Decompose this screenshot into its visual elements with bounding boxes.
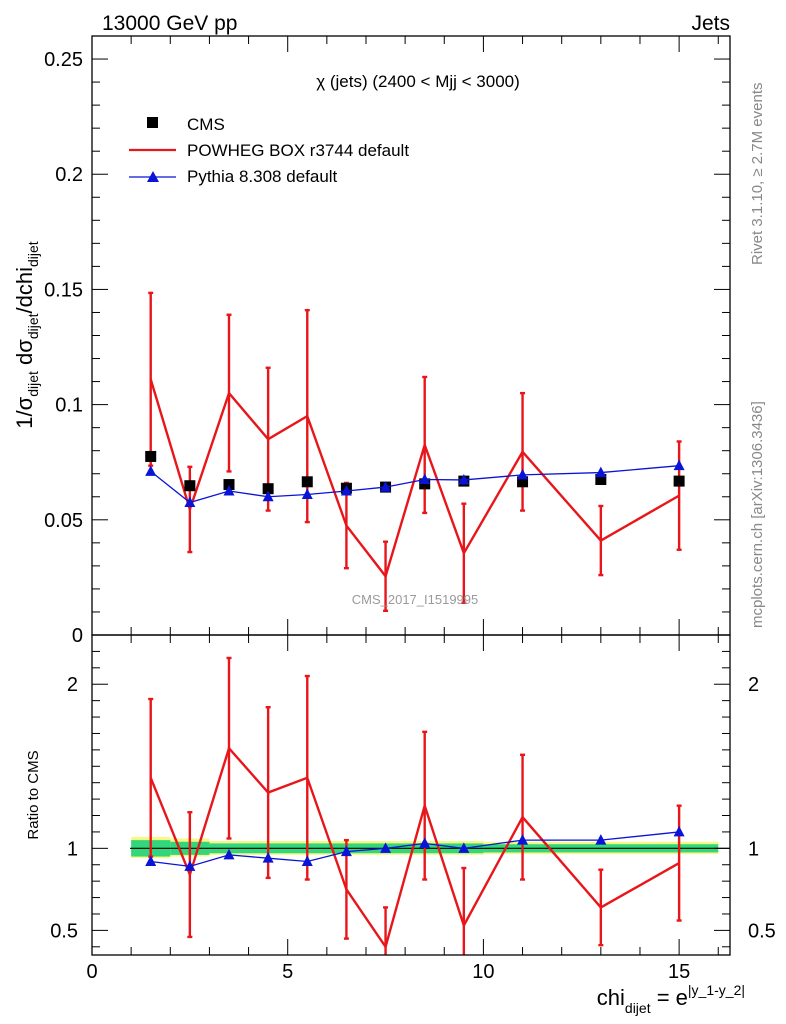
x-tick-label: 10 xyxy=(472,961,494,983)
ratio-pythia-point xyxy=(517,834,529,845)
cms-data-point xyxy=(301,476,313,488)
x-tick-label: 5 xyxy=(282,961,293,983)
pythia-point xyxy=(380,481,392,492)
x-tick-label: 0 xyxy=(86,961,97,983)
pythia-point xyxy=(458,473,470,485)
ratio-y-axis-label: Ratio to CMS xyxy=(25,750,42,839)
cms-data-point xyxy=(184,480,196,492)
pythia-line xyxy=(150,465,680,504)
ratio-pythia-point xyxy=(262,852,274,863)
ratio-y-tick-labels: 0.5 0.5 1 1 2 2 xyxy=(50,674,776,942)
main-y-tick-label: 0.15 xyxy=(44,279,83,301)
pythia-point xyxy=(262,490,274,502)
ratio-data-layer xyxy=(145,656,685,955)
x-tick-labels: 0 5 10 15 xyxy=(86,961,690,983)
ratio-uncertainty-band xyxy=(130,836,730,859)
ratio-y-tick-label: 1 xyxy=(67,838,78,860)
ratio-pythia-point xyxy=(184,860,196,871)
pythia-point xyxy=(184,496,196,508)
main-y-tick-label: 0 xyxy=(72,625,83,647)
ratio-pythia-point xyxy=(419,837,431,848)
main-y-tick-label: 0.2 xyxy=(55,164,83,186)
legend-label-powheg: POWHEG BOX r3744 default xyxy=(187,141,409,160)
ratio-pythia-point xyxy=(301,855,313,866)
ratio-pythia-point xyxy=(458,842,470,853)
x-axis-label: chidijet = e|y_1-y_2| xyxy=(597,982,745,1016)
pythia-point xyxy=(595,466,607,478)
ratio-pythia-point xyxy=(145,855,157,866)
header-left: 13000 GeV pp xyxy=(102,12,237,35)
cms-data-point xyxy=(223,479,235,491)
ratio-pythia-point xyxy=(340,845,352,857)
cms-data-point xyxy=(262,483,274,495)
cms-data-point xyxy=(595,473,607,485)
ratio-frame xyxy=(91,634,731,956)
ratio-pythia-line xyxy=(150,831,680,868)
header-right: Jets xyxy=(691,12,730,35)
pythia-point xyxy=(517,468,529,480)
ratio-pythia-point xyxy=(673,825,685,837)
pythia-point xyxy=(419,473,431,484)
pythia-point xyxy=(340,485,352,496)
ratio-panel: 0.5 0.5 1 1 2 2 0 5 10 15 Ratio to CMS chidijet … xyxy=(25,634,776,1016)
main-data-layer xyxy=(145,291,685,613)
legend: CMS POWHEG BOX r3744 default Pythia 8.30… xyxy=(129,115,409,186)
ratio-pythia-point xyxy=(223,848,235,860)
ratio-axis-ticks xyxy=(91,635,730,955)
mcplots-label: mcplots.cern.ch [arXiv:1306.3436] xyxy=(749,401,766,628)
legend-label-pythia: Pythia 8.308 default xyxy=(187,167,338,186)
ratio-y-tick-label-right: 2 xyxy=(748,674,759,696)
main-y-tick-label: 0.25 xyxy=(44,49,83,71)
cms-data-point xyxy=(517,476,529,488)
ratio-powheg-line xyxy=(149,745,680,950)
powheg-line xyxy=(149,378,680,579)
svg-text:chidijet = e|y_1-y_2|: chidijet = e|y_1-y_2| xyxy=(597,982,745,1016)
main-y-tick-labels: 0 0.05 0.1 0.15 0.2 0.25 xyxy=(44,49,83,647)
ratio-pythia-point xyxy=(380,842,392,853)
ratio-y-tick-label-right: 0.5 xyxy=(748,920,776,942)
rivet-label: Rivet 3.1.10, ≥ 2.7M events xyxy=(749,83,766,266)
ratio-clipped-group xyxy=(145,656,685,955)
plot-title: χ (jets) (2400 < Mjj < 3000) xyxy=(316,72,520,91)
pythia-point xyxy=(301,488,313,499)
cms-data-point xyxy=(145,450,157,462)
main-y-axis-label: 1/σdijet dσdijet/dchidijet xyxy=(12,241,41,429)
pythia-point xyxy=(223,485,235,496)
main-y-tick-label: 0.1 xyxy=(55,395,83,417)
ratio-y-tick-label-right: 1 xyxy=(748,838,759,860)
legend-marker-pythia xyxy=(147,171,159,182)
analysis-watermark: CMS_2017_I1519995 xyxy=(352,592,479,607)
pythia-point xyxy=(673,459,685,471)
x-tick-label: 15 xyxy=(668,961,690,983)
ratio-pythia-point xyxy=(595,834,607,845)
main-axis-ticks xyxy=(91,36,730,636)
main-y-tick-label: 0.05 xyxy=(44,510,83,532)
ratio-y-tick-label: 2 xyxy=(67,674,78,696)
svg-text:1/σdijet dσdijet/dchidijet: 1/σdijet dσdijet/dchidijet xyxy=(12,241,41,429)
pythia-point xyxy=(145,465,157,476)
ratio-y-tick-label: 0.5 xyxy=(50,920,78,942)
cms-data-point xyxy=(673,475,685,487)
legend-label-cms: CMS xyxy=(187,115,225,134)
legend-marker-cms xyxy=(147,117,158,128)
main-panel: 0 0.05 0.1 0.15 0.2 0.25 χ (jets) (2400 < Mjj… xyxy=(12,35,731,647)
